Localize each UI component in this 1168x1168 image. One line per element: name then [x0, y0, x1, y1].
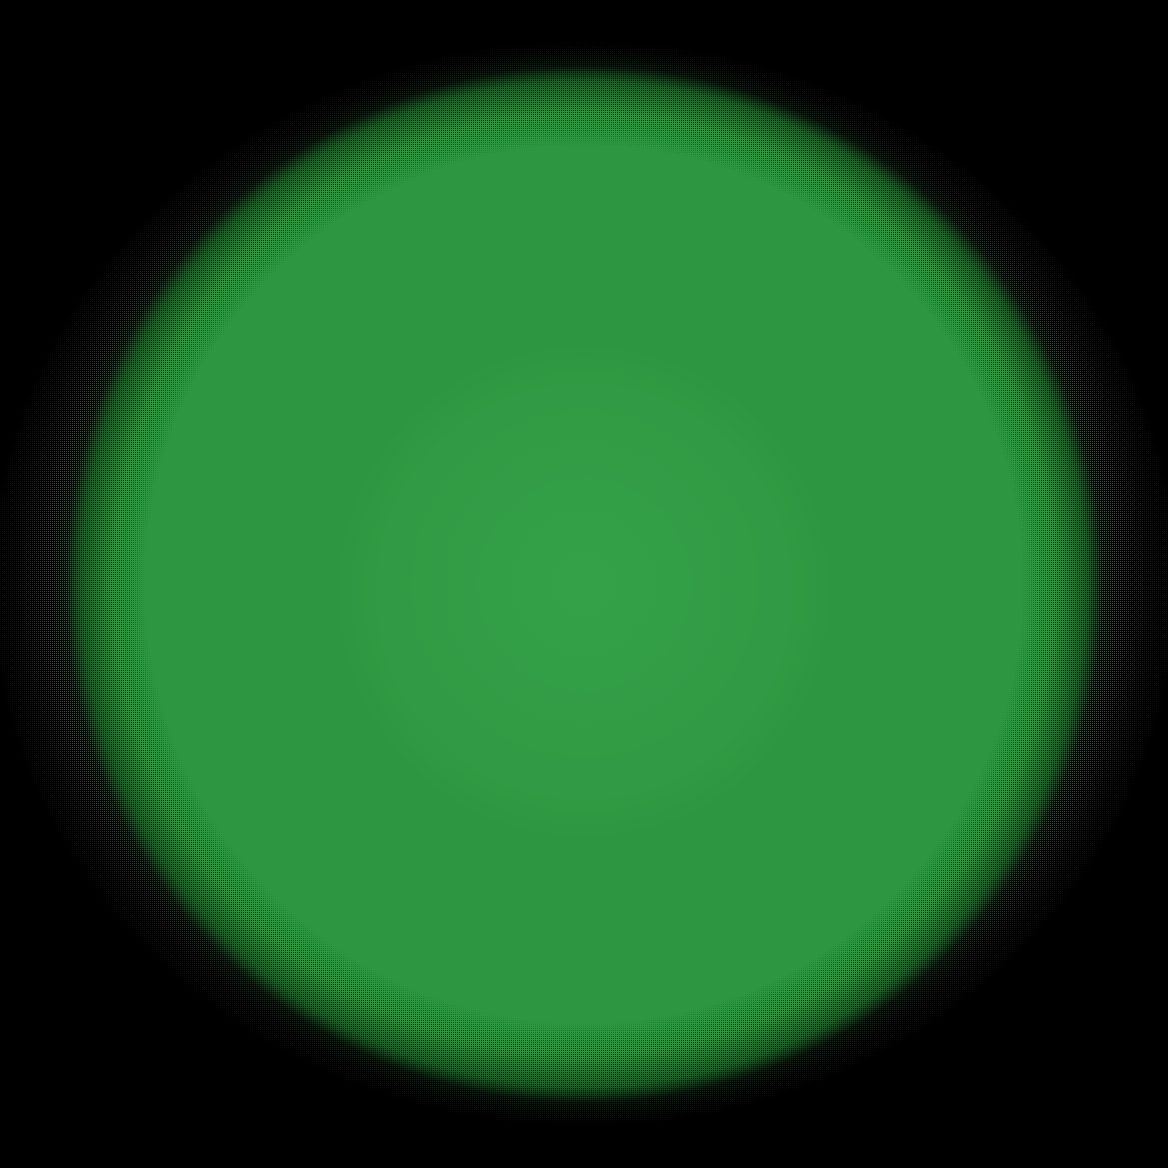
edge-dot-pattern — [49, 49, 1119, 1119]
orb-inner-highlight — [334, 342, 834, 842]
orb-edge-dither — [49, 49, 1119, 1119]
